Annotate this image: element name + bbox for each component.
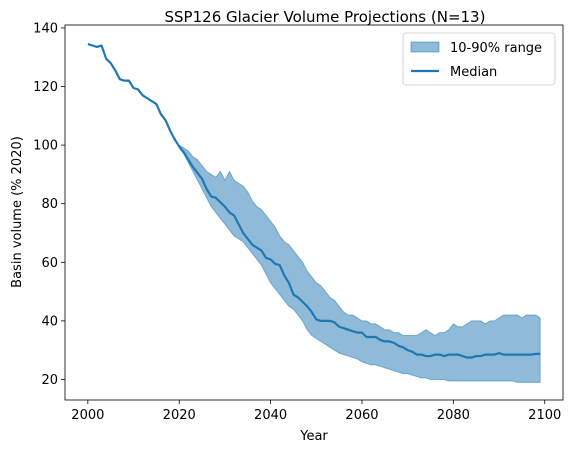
plot-area [64,24,564,401]
median-group [87,42,541,359]
band-group [178,144,541,383]
range-band [178,144,541,383]
y-tick-label: 100 [33,139,58,154]
x-tick-label: 2040 [254,408,287,423]
x-tick-label: 2000 [71,408,104,423]
plot-frame [64,24,564,401]
x-axis: 2000 2020 2040 2060 2080 2100 [71,400,561,423]
y-axis: 20 40 60 80 100 120 140 [33,21,65,388]
legend-band-swatch [410,41,440,53]
y-axis-label: Basin volume (% 2020) [10,136,25,288]
chart-title: SSP126 Glacier Volume Projections (N=13) [165,8,486,26]
y-tick-label: 140 [33,21,58,36]
legend-band-label: 10-90% range [450,41,542,56]
legend: 10-90% range Median [402,32,556,86]
x-tick-label: 2020 [163,408,196,423]
y-tick-label: 60 [41,256,58,271]
x-tick-label: 2080 [437,408,470,423]
x-tick-label: 2060 [345,408,378,423]
y-tick-label: 40 [41,314,58,329]
y-tick-label: 20 [41,373,58,388]
legend-frame [402,32,556,86]
y-tick-label: 80 [41,197,58,212]
x-tick-label: 2100 [528,408,561,423]
median-line [87,42,541,359]
x-axis-label: Year [299,429,328,444]
legend-median-label: Median [450,65,497,80]
y-tick-label: 120 [33,80,58,95]
